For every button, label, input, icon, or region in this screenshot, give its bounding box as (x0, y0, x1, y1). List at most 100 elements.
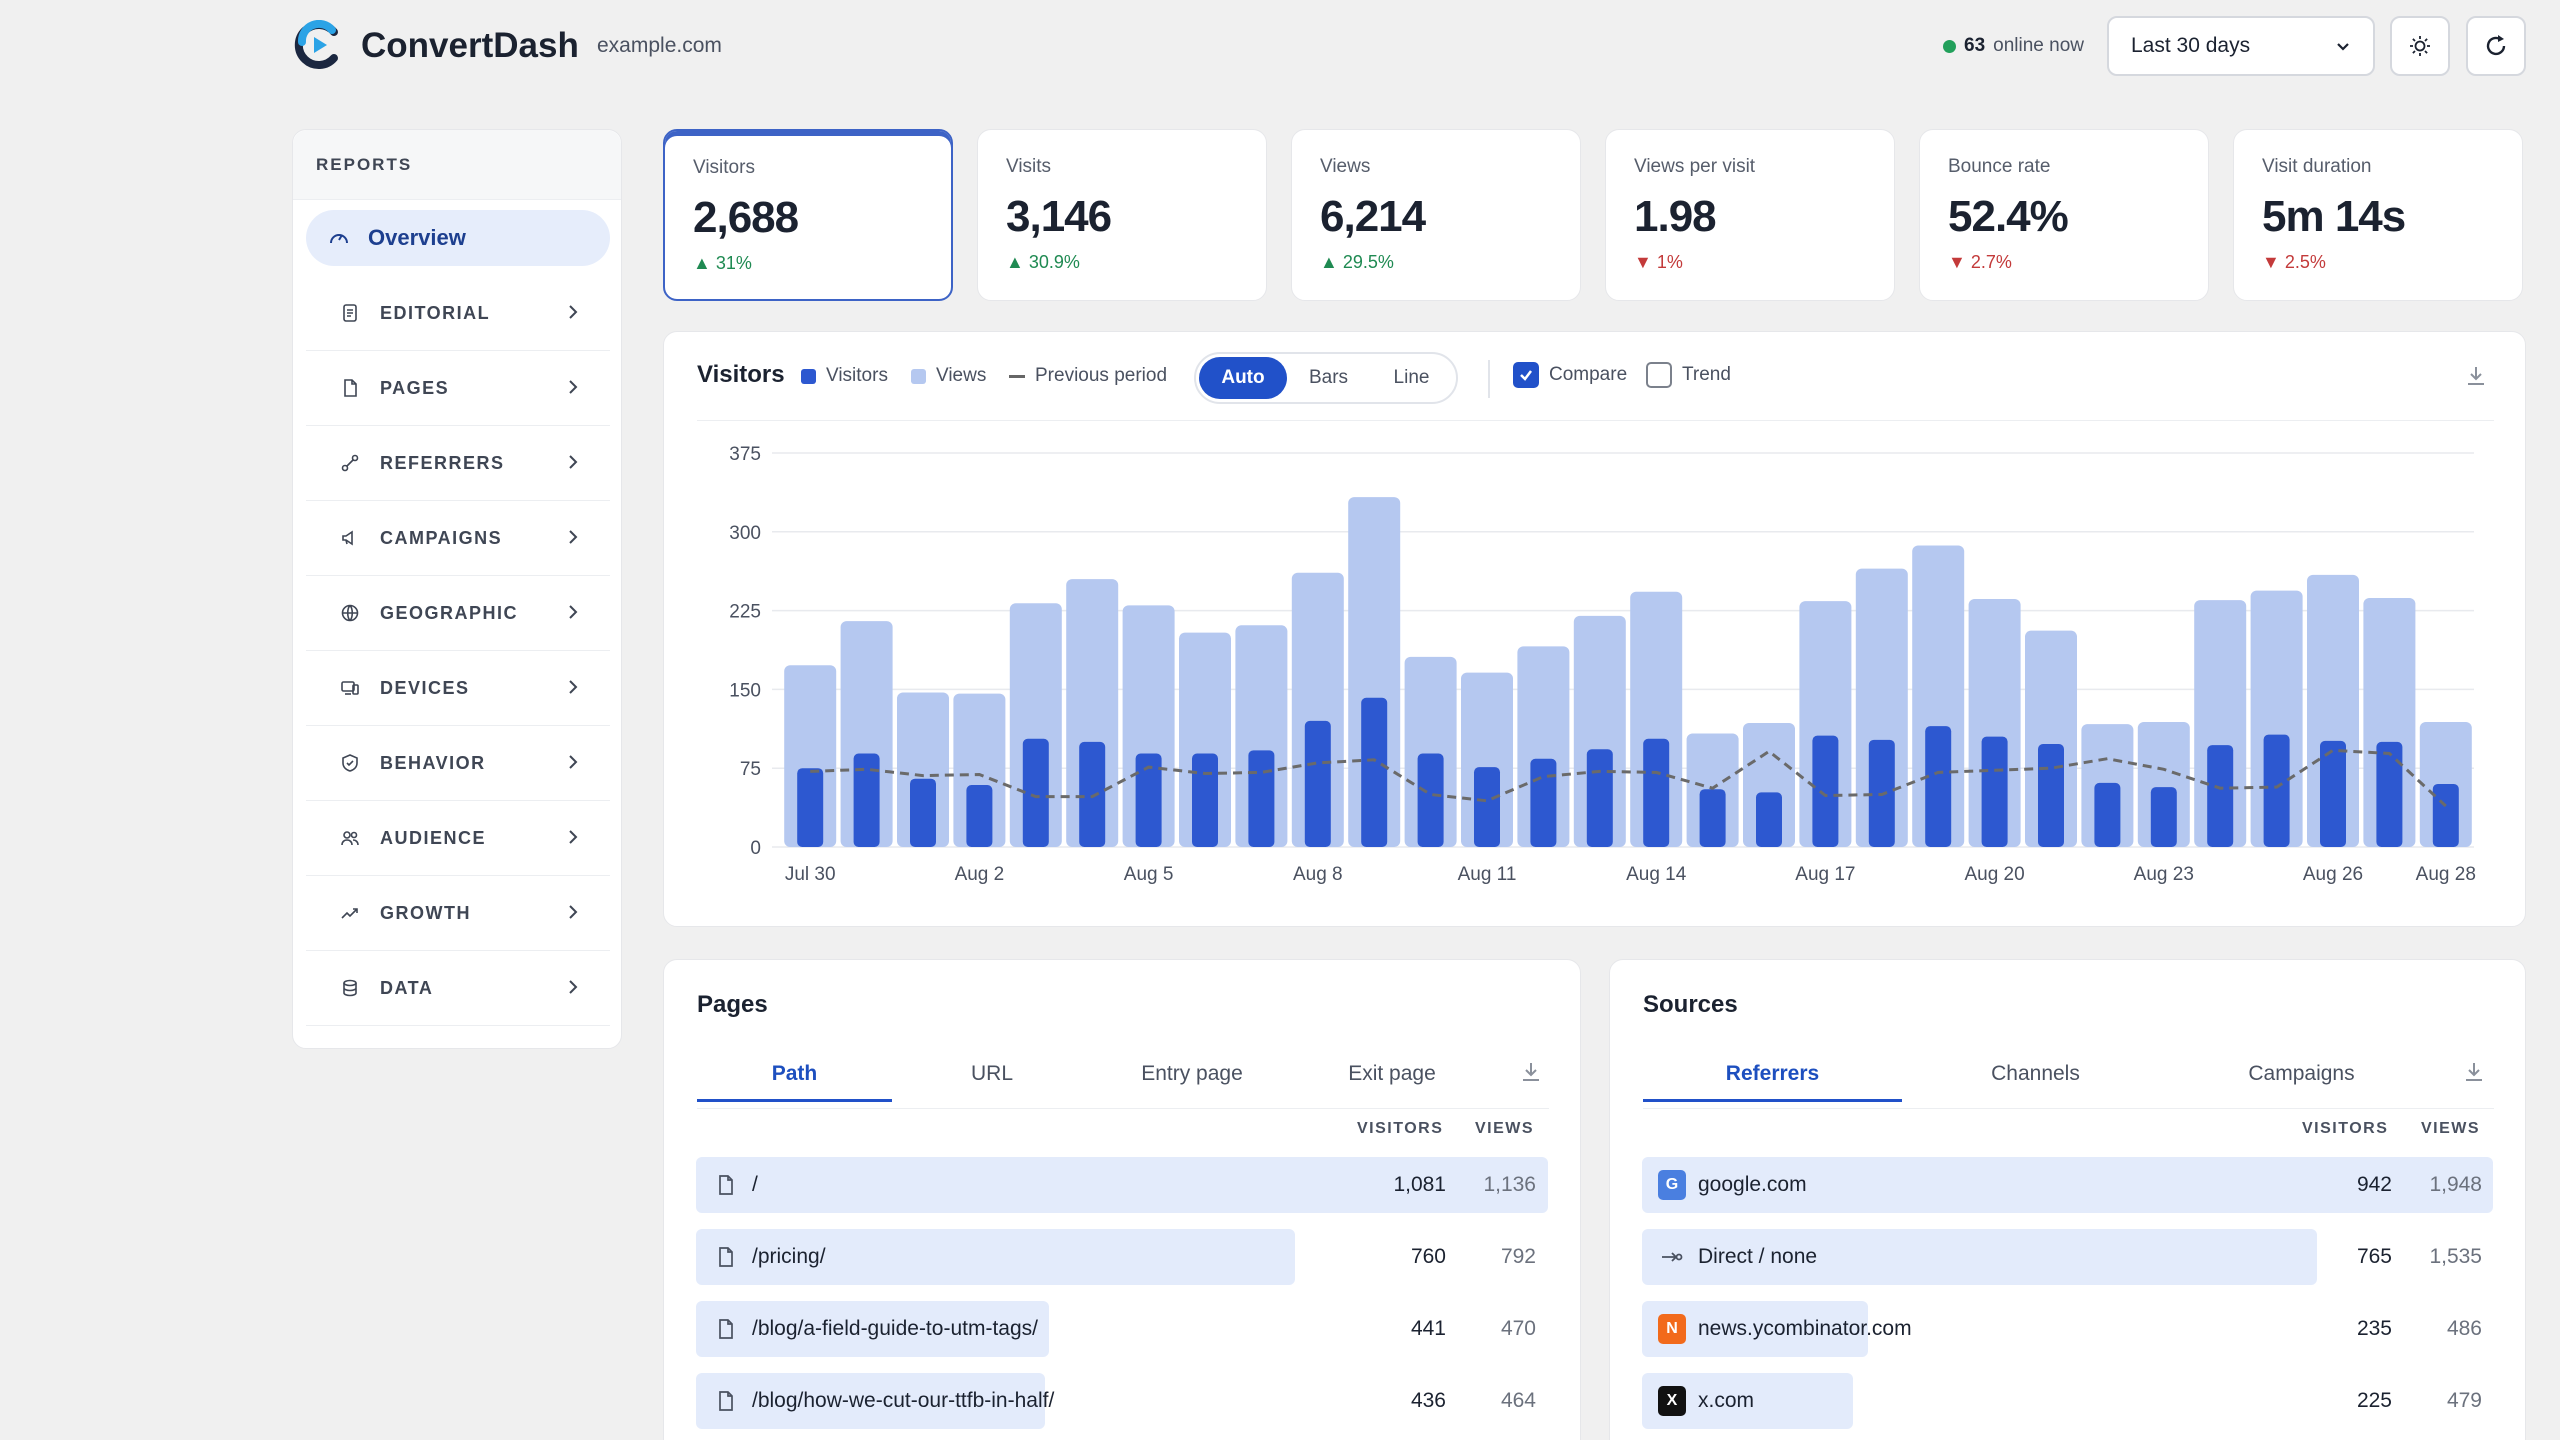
visitors-bar[interactable] (966, 785, 993, 847)
refresh-button[interactable] (2466, 16, 2526, 76)
y-tick-label: 300 (729, 523, 761, 544)
x-tick-label: Aug 14 (1626, 864, 1687, 885)
legend-previous-label: Previous period (1035, 365, 1168, 386)
sidebar-item-editorial[interactable]: EDITORIAL (306, 276, 610, 351)
stat-card-visits[interactable]: Visits 3,146 ▲ 30.9% (977, 129, 1267, 301)
table-row[interactable]: /pricing/760 792 (696, 1229, 1566, 1285)
download-icon[interactable] (1520, 1060, 1542, 1084)
row-views: 1,535 (2429, 1245, 2482, 1268)
visitors-bar[interactable] (1981, 736, 2008, 847)
chevron-right-icon (569, 830, 578, 844)
tab-path[interactable]: Path (697, 1052, 892, 1102)
visitors-bar[interactable] (1417, 753, 1444, 847)
stat-value: 5m 14s (2262, 192, 2406, 241)
visitors-bar[interactable] (1192, 753, 1218, 847)
online-label: online now (1993, 35, 2084, 56)
stat-value: 6,214 (1320, 192, 1426, 241)
mode-line-button[interactable]: Line (1393, 367, 1430, 388)
tab-url[interactable]: URL (970, 1062, 1013, 1085)
sidebar-item-referrers[interactable]: REFERRERS (306, 426, 610, 501)
visitors-bar[interactable] (2150, 787, 2177, 847)
trend-checkbox[interactable]: Trend (1646, 362, 1731, 388)
tab-campaigns[interactable]: Campaigns (2248, 1062, 2355, 1085)
visitors-bar[interactable] (1699, 789, 1726, 847)
visitors-bar[interactable] (2263, 734, 2290, 847)
stat-label: Views per visit (1634, 156, 1756, 177)
sidebar-item-growth[interactable]: GROWTH (306, 876, 610, 951)
theme-toggle-button[interactable] (2390, 16, 2450, 76)
sun-icon (2410, 36, 2430, 56)
download-icon[interactable] (2463, 1060, 2485, 1084)
stat-card-views[interactable]: Views 6,214 ▲ 29.5% (1291, 129, 1581, 301)
chart-title: Visitors (697, 361, 785, 388)
trend-label: Trend (1682, 364, 1731, 385)
visitors-bar[interactable] (2207, 745, 2234, 847)
tab-channels[interactable]: Channels (1991, 1062, 2080, 1085)
stat-delta: ▼ 2.7% (1948, 251, 2180, 273)
visitors-bar[interactable] (2432, 783, 2459, 847)
sidebar-item-overview[interactable]: Overview (306, 210, 610, 266)
visitors-bar[interactable] (1474, 767, 1500, 847)
stat-card-visit-duration[interactable]: Visit duration 5m 14s ▼ 2.5% (2233, 129, 2523, 301)
sidebar-item-geographic[interactable]: GEOGRAPHIC (306, 576, 610, 651)
table-row[interactable]: /blog/a-field-guide-to-utm-tags/441 470 (696, 1301, 1566, 1357)
visitors-bar[interactable] (797, 768, 824, 847)
visitors-bar-chart: 0 75 150 225 300 375 Jul 30 Aug 2 Aug 5 Aug 8 Aug … (729, 444, 2476, 885)
sidebar-item-devices[interactable]: DEVICES (306, 651, 610, 726)
previous-period-swatch (1009, 374, 1025, 378)
sidebar-item-audience[interactable]: AUDIENCE (306, 801, 610, 876)
visitors-bar[interactable] (1530, 758, 1557, 847)
chevron-right-icon (569, 905, 578, 919)
mode-bars-button[interactable]: Bars (1308, 367, 1349, 388)
y-tick-label: 375 (729, 444, 761, 465)
visitors-bar[interactable] (1022, 738, 1049, 847)
visitors-bar[interactable] (1361, 697, 1388, 847)
stat-card-bounce-rate[interactable]: Bounce rate 52.4% ▼ 2.7% (1919, 129, 2209, 301)
stat-card-views-per-visit[interactable]: Views per visit 1.98 ▼ 1% (1605, 129, 1895, 301)
sidebar-item-label: REFERRERS (380, 452, 505, 473)
tab-exit-page[interactable]: Exit page (1348, 1062, 1436, 1085)
row-visitors: 441 (1410, 1317, 1446, 1340)
shield-icon (342, 754, 358, 772)
visitors-bar[interactable] (1304, 720, 1331, 847)
visitors-bar[interactable] (1135, 753, 1162, 847)
download-icon[interactable] (2465, 364, 2487, 388)
visitors-bar[interactable] (853, 753, 880, 847)
visitors-bar[interactable] (2376, 741, 2403, 847)
table-row[interactable]: / 1,081 1,136 (696, 1157, 1566, 1213)
favicon-google-icon: G (1658, 1170, 1686, 1200)
convertdash-logo-icon (294, 20, 338, 69)
visitors-bar[interactable] (2094, 782, 2121, 847)
tab-entry-page[interactable]: Entry page (1141, 1062, 1243, 1085)
chart-mode-toggle: Auto Bars Line (1194, 352, 1458, 404)
sidebar-item-campaigns[interactable]: CAMPAIGNS (306, 501, 610, 576)
visitors-bar[interactable] (1586, 749, 1613, 847)
mode-auto-button[interactable]: Auto (1199, 357, 1287, 399)
sidebar-item-behavior[interactable]: BEHAVIOR (306, 726, 610, 801)
sidebar-item-data[interactable]: DATA (306, 951, 610, 1026)
stat-label: Visitors (693, 157, 755, 178)
sidebar-item-pages[interactable]: PAGES (306, 351, 610, 426)
table-row[interactable]: /blog/how-we-cut-our-ttfb-in-half/436 464 (696, 1373, 1566, 1429)
visitors-bar[interactable] (1248, 750, 1275, 847)
date-range-select[interactable]: Last 30 days (2107, 16, 2375, 76)
tab-referrers[interactable]: Referrers (1643, 1052, 1902, 1102)
visitors-bar[interactable] (2038, 744, 2064, 847)
visitors-bar[interactable] (1643, 738, 1670, 847)
stat-value: 1.98 (1634, 192, 1717, 241)
visitors-bar[interactable] (1756, 792, 1782, 847)
visitors-bar[interactable] (910, 778, 936, 847)
visitors-bar[interactable] (1079, 741, 1106, 847)
sidebar-item-label: GEOGRAPHIC (380, 602, 519, 623)
stat-card-visitors[interactable]: Visitors 2,688 ▲ 31% (663, 129, 953, 301)
visitors-bar[interactable] (1925, 726, 1952, 847)
compare-checkbox[interactable]: Compare (1513, 362, 1627, 388)
table-row[interactable]: Direct / none 765 1,535 (1642, 1229, 2512, 1285)
visitors-bar[interactable] (1812, 735, 1839, 847)
sidebar-item-label: Overview (368, 225, 466, 250)
stat-delta-value: 31% (715, 253, 752, 273)
visitors-bar[interactable] (2320, 740, 2346, 847)
